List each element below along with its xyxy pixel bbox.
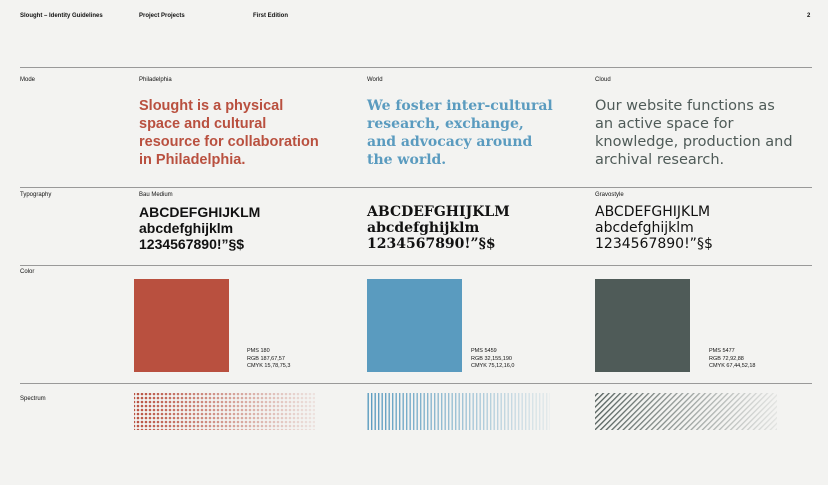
glyph-line: abcdefghijklm — [139, 220, 234, 236]
statement-line: Our website functions as — [595, 98, 775, 114]
row-label: Typography — [20, 192, 52, 198]
color-spec: PMS 5477 — [709, 348, 735, 354]
rule — [20, 265, 812, 266]
row-label: Color — [20, 269, 35, 275]
color-swatch — [134, 279, 229, 372]
color-swatch — [367, 279, 462, 372]
glyph-line: abcdefghijklm — [595, 220, 694, 236]
page-number: 2 — [807, 13, 811, 19]
column-name: Philadelphia — [139, 77, 172, 83]
rule — [20, 383, 812, 384]
statement-line: and advocacy around — [367, 134, 533, 150]
glyph-line: ABCDEFGHIJKLM — [367, 204, 510, 220]
statement-line: an active space for — [595, 116, 734, 132]
color-spec: RGB 32,155,190 — [471, 355, 512, 362]
statement-line: the world. — [367, 152, 447, 168]
header-edition: First Edition — [253, 13, 288, 19]
statement-line: resource for collaboration — [139, 134, 319, 150]
color-spec: PMS 180 — [247, 348, 270, 354]
statement-line: research, exchange, — [367, 116, 524, 132]
color-spec: RGB 72,92,88 — [709, 355, 744, 362]
color-swatch — [595, 279, 690, 372]
column-name: World — [367, 77, 383, 83]
header-project: Project Projects — [139, 13, 185, 19]
statement-line: space and cultural — [139, 116, 267, 132]
glyph-line: 1234567890!”§$ — [595, 236, 713, 252]
glyph-line: 1234567890!”§$ — [367, 236, 496, 252]
spectrum — [134, 393, 315, 430]
statement-line: knowledge, production and — [595, 134, 793, 150]
glyph-line: 1234567890!”§$ — [139, 236, 245, 252]
spectrum — [367, 393, 550, 430]
color-spec: CMYK 75,12,16,0 — [471, 363, 515, 369]
color-spec: CMYK 67,44,52,18 — [709, 363, 756, 369]
spectrum — [595, 393, 777, 430]
rule — [20, 67, 812, 68]
font-name: Gravostyle — [595, 192, 624, 198]
glyph-line: ABCDEFGHIJKLM — [595, 204, 711, 220]
statement-line: in Philadelphia. — [139, 152, 246, 168]
color-spec: RGB 187,67,57 — [247, 355, 285, 362]
row-label: Mode — [20, 77, 36, 83]
column-name: Cloud — [595, 77, 611, 83]
header-title: Slought – Identity Guidelines — [20, 13, 103, 19]
color-spec: CMYK 15,78,75,3 — [247, 363, 291, 369]
statement-line: We foster inter-cultural — [367, 98, 553, 114]
glyph-line: abcdefghijklm — [367, 220, 480, 236]
statement-line: archival research. — [595, 152, 725, 168]
color-spec: PMS 5459 — [471, 348, 497, 354]
row-label: Spectrum — [20, 396, 46, 402]
rule — [20, 187, 812, 188]
statement-line: Slought is a physical — [139, 98, 284, 114]
glyph-line: ABCDEFGHIJKLM — [139, 204, 261, 220]
font-name: Bau Medium — [139, 192, 173, 198]
